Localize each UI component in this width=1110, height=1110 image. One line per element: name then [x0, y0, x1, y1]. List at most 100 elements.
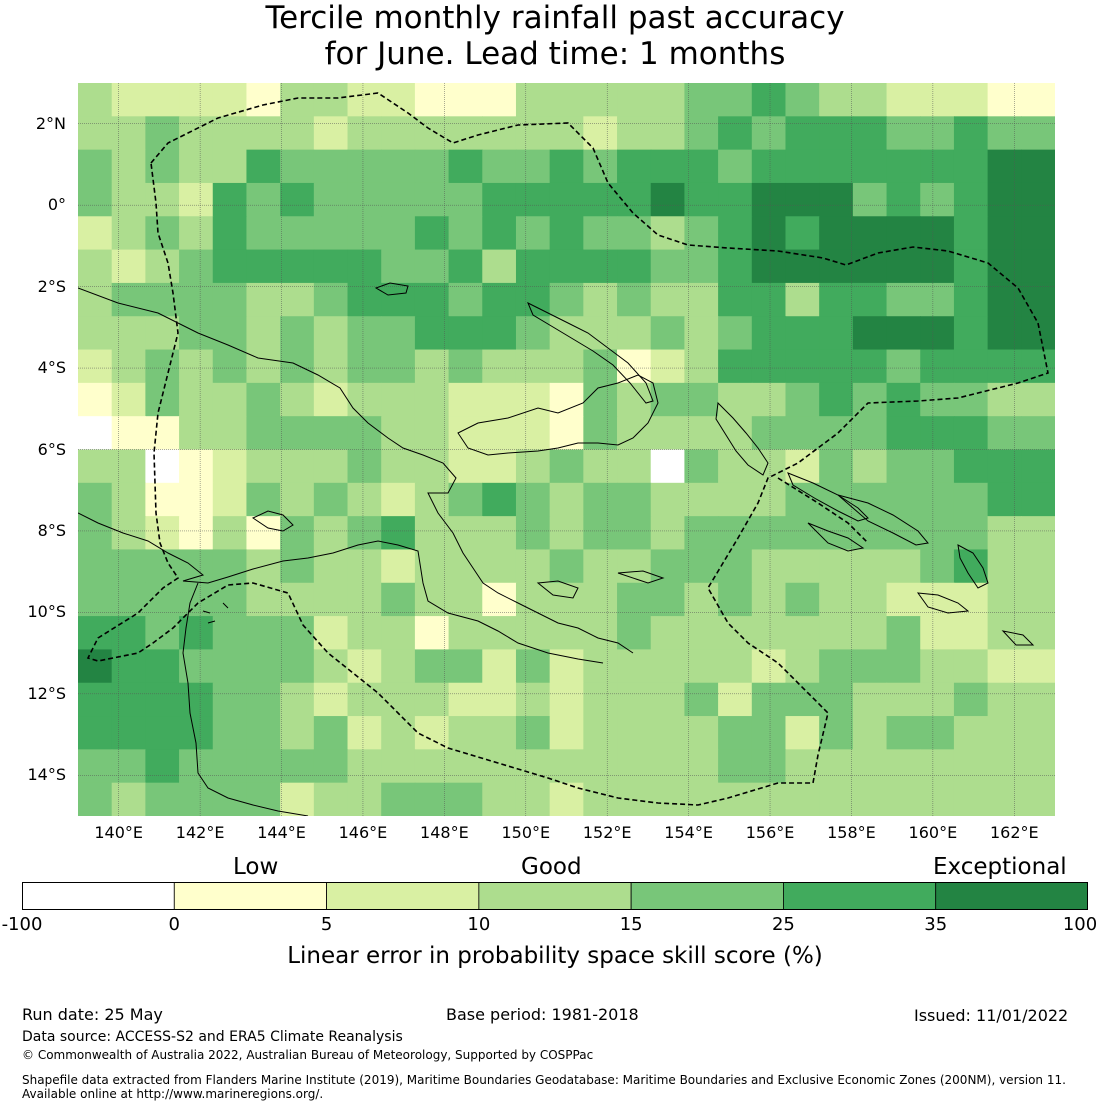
colorbar-swatch	[326, 882, 480, 910]
skill-cell	[313, 216, 349, 251]
skill-cell	[718, 616, 753, 651]
skill-cell	[515, 749, 551, 784]
skill-cell	[852, 649, 888, 684]
skill-cell	[515, 549, 551, 584]
skill-cell	[684, 182, 719, 217]
skill-cell	[1021, 282, 1055, 317]
skill-cell	[650, 382, 686, 417]
colorbar-tick-label: 25	[771, 914, 795, 935]
skill-cell	[347, 182, 382, 217]
skill-cell	[280, 516, 315, 551]
skill-cell	[179, 282, 214, 317]
skill-cell	[852, 416, 888, 451]
skill-cell	[751, 449, 787, 484]
skill-cell	[246, 149, 281, 184]
skill-cell	[953, 649, 989, 684]
skill-cell	[920, 249, 955, 284]
skill-cell	[751, 83, 787, 117]
skill-cell	[785, 416, 820, 451]
skill-cell	[617, 449, 652, 484]
skill-cell	[111, 149, 146, 184]
skill-cell	[751, 149, 787, 184]
skill-cell	[280, 416, 315, 451]
skill-cell	[448, 149, 483, 184]
skill-cell	[549, 282, 584, 317]
skill-cell	[987, 249, 1022, 284]
skill-cell	[549, 749, 584, 784]
skill-cell	[852, 282, 888, 317]
skill-cell	[448, 83, 483, 117]
skill-cell	[953, 782, 989, 816]
skill-cell	[886, 582, 921, 617]
skill-cell	[515, 382, 551, 417]
skill-cell	[920, 449, 955, 484]
latitude-tick-label: 2°S	[37, 276, 66, 296]
skill-cell	[212, 249, 248, 284]
skill-cell	[650, 782, 686, 816]
skill-cell	[448, 482, 483, 517]
skill-cell	[515, 716, 551, 750]
skill-cell	[785, 83, 820, 117]
colorbar-tick-label: 100	[1062, 914, 1098, 935]
skill-cell	[987, 549, 1022, 584]
skill-cell	[718, 316, 753, 351]
skill-cell	[246, 116, 281, 151]
skill-cell	[785, 449, 820, 484]
skill-cell	[684, 716, 719, 750]
skill-cell	[886, 116, 921, 151]
skill-cell	[414, 249, 450, 284]
skill-cell	[920, 216, 955, 251]
skill-cell	[313, 616, 349, 651]
skill-cell	[111, 616, 146, 651]
skill-cell	[650, 116, 686, 151]
skill-cell	[1021, 149, 1055, 184]
skill-cell	[819, 282, 854, 317]
skill-cell	[953, 582, 989, 617]
skill-cell	[515, 249, 551, 284]
colorbar-tick-label: 15	[619, 914, 643, 935]
skill-cell	[280, 116, 315, 151]
skill-cell	[179, 349, 214, 384]
skill-cell	[987, 382, 1022, 417]
skill-cell	[684, 616, 719, 651]
skill-cell	[953, 416, 989, 451]
bougainville	[715, 401, 769, 476]
skill-cell	[179, 482, 214, 517]
skill-cell	[347, 549, 382, 584]
skill-cell	[179, 616, 214, 651]
longitude-tick-label: 148°E	[420, 823, 469, 842]
skill-cell	[549, 182, 584, 217]
skill-cell	[179, 649, 214, 684]
skill-cell	[684, 216, 719, 251]
skill-cell	[617, 682, 652, 717]
skill-cell	[347, 382, 382, 417]
skill-cell	[549, 482, 584, 517]
skill-cell	[482, 649, 517, 684]
skill-cell	[549, 83, 584, 117]
skill-cell	[819, 116, 854, 151]
skill-cell	[347, 716, 382, 750]
skill-cell	[381, 649, 416, 684]
skill-cell	[280, 349, 315, 384]
skill-cell	[381, 682, 416, 717]
skill-cell	[212, 782, 248, 816]
longitude-tick-label: 140°E	[94, 823, 144, 842]
skill-cell	[111, 83, 146, 117]
skill-cell	[111, 716, 146, 750]
skill-cell	[145, 616, 180, 651]
skill-cell	[515, 516, 551, 551]
skill-cell	[987, 516, 1022, 551]
skill-cell	[78, 549, 113, 584]
skill-cell	[987, 216, 1022, 251]
skill-cell	[414, 482, 450, 517]
longitude-tick-label: 152°E	[582, 823, 632, 842]
skill-cell	[819, 516, 854, 551]
skill-cell	[179, 382, 214, 417]
skill-cell	[819, 716, 854, 750]
skill-cell	[583, 716, 618, 750]
skill-cell	[313, 149, 349, 184]
skill-cell	[718, 216, 753, 251]
skill-cell	[650, 182, 686, 217]
colorbar-tick-label: -100	[1, 914, 43, 935]
skill-cell	[549, 149, 584, 184]
